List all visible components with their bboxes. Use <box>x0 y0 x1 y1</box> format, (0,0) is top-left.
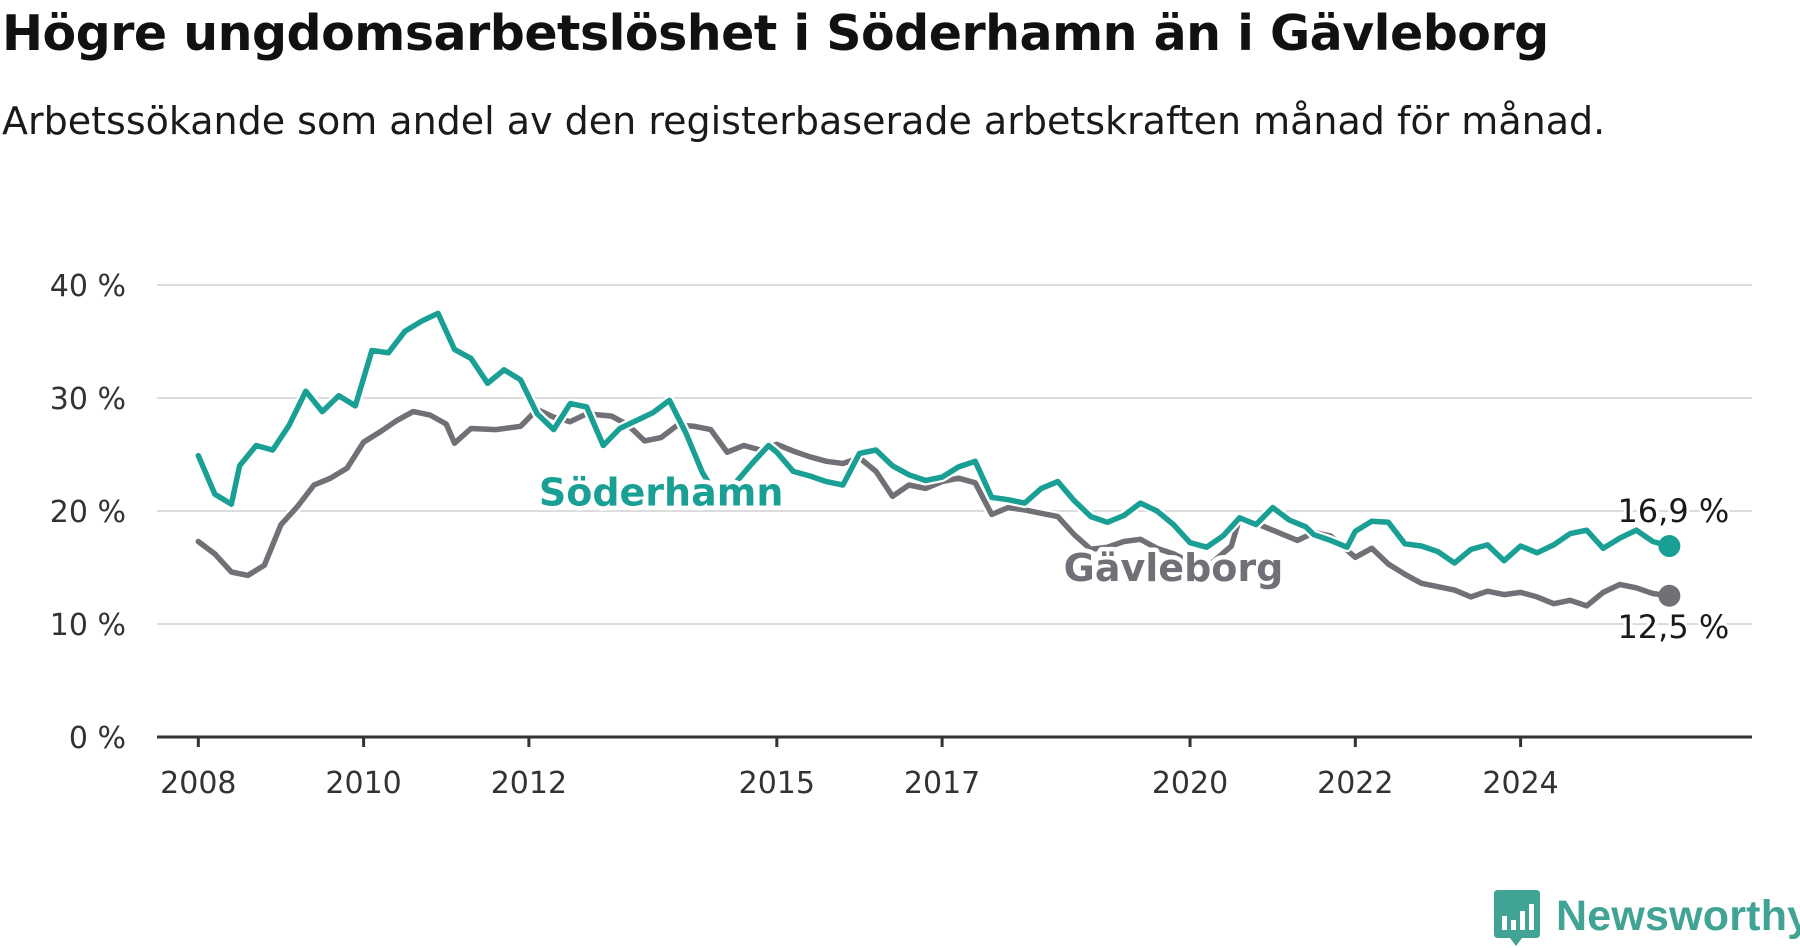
x-tick-label: 2022 <box>1317 766 1393 801</box>
y-tick-label: 10 % <box>50 608 126 643</box>
series-halo <box>193 404 1675 611</box>
series-label-söderhamn: Söderhamn <box>539 470 784 514</box>
series-halo <box>193 308 1675 568</box>
x-tick-label: 2012 <box>491 766 567 801</box>
series-line-gävleborg <box>195 406 1673 609</box>
newsworthy-chart-icon <box>1494 890 1540 946</box>
x-tick-label: 2017 <box>904 766 980 801</box>
end-value-label: 16,9 % <box>1617 492 1729 530</box>
series-end-marker <box>1658 535 1681 558</box>
series-line-söderhamn <box>195 310 1673 566</box>
chart-subtitle: Arbetssökande som andel av den registerb… <box>2 99 1606 143</box>
x-tick-label: 2008 <box>160 766 236 801</box>
x-tick-label: 2020 <box>1152 766 1228 801</box>
x-tick-label: 2010 <box>325 766 401 801</box>
y-tick-label: 20 % <box>50 495 126 530</box>
series-label-gävleborg: Gävleborg <box>1064 546 1284 590</box>
y-tick-label: 30 % <box>50 382 126 417</box>
x-tick-label: 2015 <box>739 766 815 801</box>
brand-name: Newsworthy <box>1556 891 1800 940</box>
y-tick-label: 40 % <box>50 269 126 304</box>
brand-logo: Newsworthy <box>1492 886 1800 946</box>
end-value-label: 12,5 % <box>1617 608 1729 646</box>
chart-title: Högre ungdomsarbetslöshet i Söderhamn än… <box>2 5 1549 62</box>
y-tick-label: 0 % <box>69 721 126 756</box>
series-end-marker <box>1658 584 1681 607</box>
x-tick-label: 2024 <box>1482 766 1558 801</box>
